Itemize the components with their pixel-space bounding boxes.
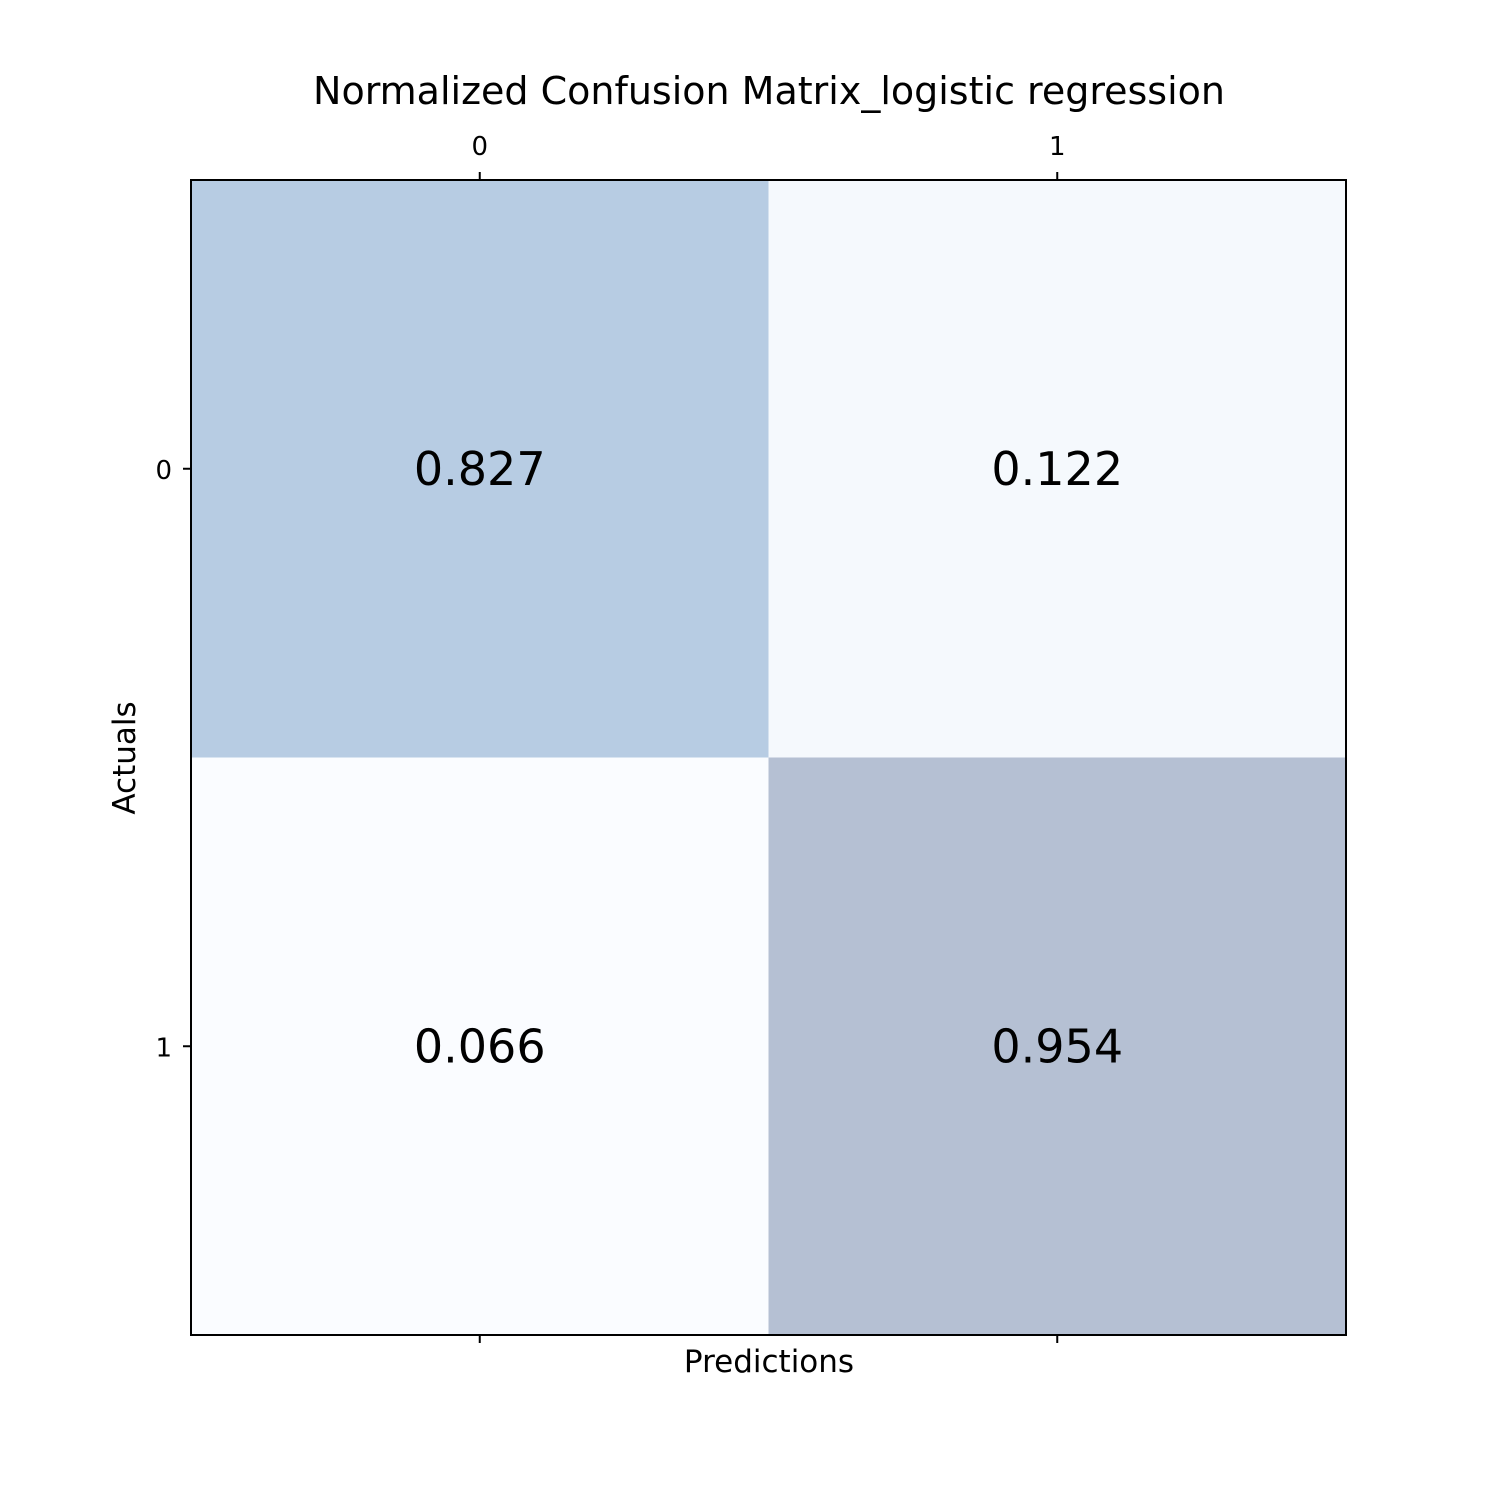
y-axis-label: Actuals	[107, 701, 143, 814]
heatmap-cell-1-1	[768, 757, 1346, 1335]
cell-value-0-0: 0.827	[414, 442, 546, 496]
heatmap-cell-0-1	[768, 180, 1346, 758]
cell-value-labels: 0.827 0.122 0.066 0.954	[414, 442, 1123, 1074]
plot-frame	[190, 179, 1347, 1336]
y-tick-label-1: 1	[155, 1033, 172, 1063]
x-tick-label-0: 0	[471, 132, 488, 162]
cell-value-1-1: 0.954	[991, 1019, 1123, 1073]
y-tick-label-0: 0	[155, 456, 172, 486]
heatmap-cell-0-0	[191, 180, 769, 758]
axis-ticks: 0 1 0 1	[155, 132, 1066, 1343]
heatmap-cells	[191, 180, 1346, 1335]
cell-value-1-0: 0.066	[414, 1019, 546, 1073]
cell-value-0-1: 0.122	[991, 442, 1123, 496]
heatmap-cell-1-0	[191, 757, 769, 1335]
x-axis-label: Predictions	[684, 1344, 854, 1380]
chart-title: Normalized Confusion Matrix_logistic reg…	[313, 69, 1225, 113]
x-tick-label-1: 1	[1049, 132, 1066, 162]
